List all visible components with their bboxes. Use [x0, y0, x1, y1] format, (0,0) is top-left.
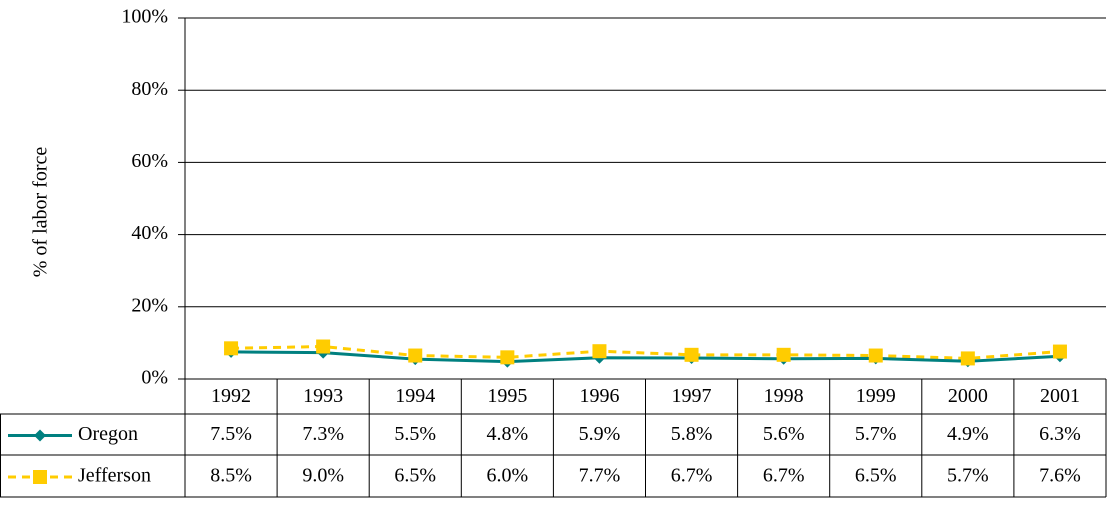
x-tick-label: 1996	[579, 385, 619, 407]
point	[776, 347, 791, 362]
legend-marker	[34, 429, 46, 442]
x-tick-label: 1995	[487, 385, 527, 407]
legend-marker	[33, 470, 47, 484]
table-value: 6.5%	[855, 465, 897, 487]
table-value: 7.6%	[1039, 465, 1081, 487]
y-axis-label: % of labor force	[30, 147, 52, 278]
table-value: 5.7%	[947, 465, 989, 487]
table-value: 6.5%	[394, 465, 436, 487]
legend-label: Oregon	[78, 423, 138, 445]
y-tick-label: 60%	[131, 150, 168, 172]
point	[1052, 344, 1067, 359]
table-value: 5.9%	[579, 423, 621, 445]
point	[592, 344, 607, 359]
table-value: 6.7%	[763, 465, 805, 487]
table-value: 5.5%	[394, 423, 436, 445]
table-value: 6.0%	[487, 465, 529, 487]
table-value: 4.8%	[487, 423, 529, 445]
point	[408, 348, 423, 363]
y-tick-label: 80%	[131, 78, 168, 100]
y-tick-label: 20%	[131, 294, 168, 316]
legend-label: Jefferson	[78, 465, 151, 487]
point	[316, 339, 331, 354]
x-tick-label: 1998	[764, 385, 804, 407]
x-tick-label: 1999	[856, 385, 896, 407]
table-value: 7.7%	[579, 465, 621, 487]
x-tick-label: 1994	[395, 385, 435, 407]
point	[960, 351, 975, 366]
x-tick-label: 1992	[211, 385, 251, 407]
point	[224, 341, 239, 356]
table-value: 5.8%	[671, 423, 713, 445]
point	[500, 350, 515, 365]
table-value: 7.5%	[210, 423, 252, 445]
series-line	[231, 350, 1061, 364]
x-tick-label: 2000	[948, 385, 988, 407]
table-value: 5.6%	[763, 423, 805, 445]
x-tick-label: 2001	[1040, 385, 1080, 407]
x-tick-label: 1993	[303, 385, 343, 407]
table-value: 6.3%	[1039, 423, 1081, 445]
point	[868, 348, 883, 363]
table-value: 7.3%	[302, 423, 344, 445]
table-value: 6.7%	[671, 465, 713, 487]
y-tick-label: 0%	[141, 367, 168, 389]
table-value: 8.5%	[210, 465, 252, 487]
table-value: 5.7%	[855, 423, 897, 445]
table-value: 9.0%	[302, 465, 344, 487]
table-value: 4.9%	[947, 423, 989, 445]
point	[684, 347, 699, 362]
y-tick-label: 40%	[131, 222, 168, 244]
y-tick-label: 100%	[121, 6, 168, 28]
series-line	[231, 345, 1061, 360]
x-tick-label: 1997	[672, 385, 712, 407]
